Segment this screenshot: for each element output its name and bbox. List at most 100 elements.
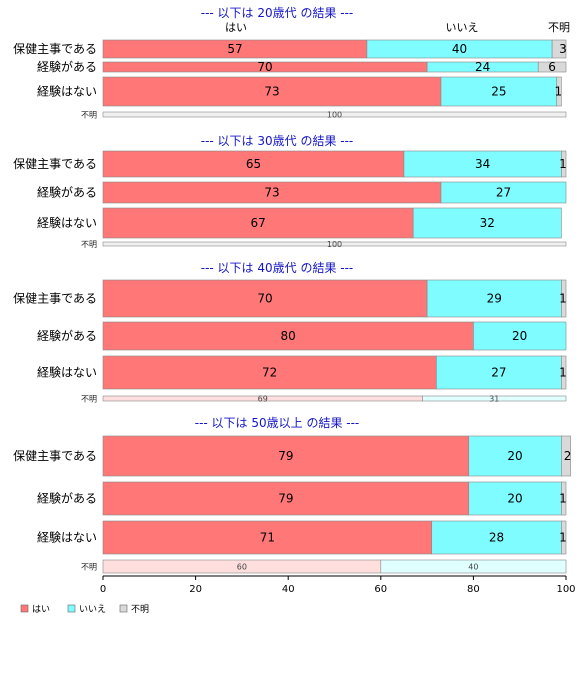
data-label: 1	[559, 157, 567, 171]
bar-segment	[102, 111, 567, 118]
data-label: 1	[555, 85, 563, 99]
data-label: 69	[258, 395, 268, 404]
bar-segment	[102, 481, 470, 516]
row-label: 保健主事である	[13, 42, 97, 56]
data-label: 70	[257, 60, 272, 74]
data-label: 1	[559, 292, 567, 306]
data-label: 40	[452, 42, 467, 56]
data-label: 1	[559, 366, 567, 380]
data-label: 27	[491, 366, 506, 380]
x-tick-label: 80	[467, 584, 480, 595]
bar-segment	[102, 241, 567, 247]
row-label: 経験はない	[37, 365, 97, 380]
bar-segment	[380, 559, 567, 574]
data-label: 6	[548, 60, 556, 74]
top-series-label: いいえ	[446, 21, 479, 34]
panel-title: --- 以下は 20歳代 の結果 ---	[201, 6, 354, 20]
data-label: 79	[278, 449, 293, 463]
bar-segment	[403, 150, 562, 178]
bar-segment	[556, 76, 562, 107]
row-label: 経験がある	[37, 59, 97, 74]
top-series-label: はい	[225, 21, 247, 34]
panel-title: --- 以下は 40歳代 の結果 ---	[201, 261, 354, 275]
bar-segment	[422, 395, 567, 402]
row-label: 保健主事である	[13, 292, 97, 306]
data-label: 34	[475, 157, 490, 171]
bar-segment	[561, 150, 567, 178]
legend-swatch	[20, 604, 29, 613]
row-label: 不明	[81, 395, 97, 404]
x-tick-label: 40	[282, 584, 295, 595]
data-label: 31	[489, 395, 499, 404]
panel-title: --- 以下は 50歳以上 の結果 ---	[195, 416, 360, 430]
bar-segment	[551, 39, 567, 59]
legend-label: いいえ	[79, 604, 106, 615]
bar-segment	[473, 321, 567, 351]
row-label: 経験がある	[37, 185, 97, 200]
data-label: 20	[507, 449, 522, 463]
legend-swatch	[119, 604, 128, 613]
legend-label: はい	[32, 604, 50, 615]
bar-segment	[468, 435, 562, 477]
bar-segment	[561, 435, 571, 477]
row-label: 不明	[81, 563, 97, 572]
bar-segment	[102, 150, 405, 178]
data-label: 71	[260, 531, 275, 545]
x-tick-label: 20	[189, 584, 202, 595]
data-label: 100	[327, 240, 342, 249]
row-label: 経験はない	[37, 215, 97, 230]
row-label: 経験がある	[37, 328, 97, 343]
data-label: 72	[262, 366, 277, 380]
data-label: 70	[257, 292, 272, 306]
bar-segment	[537, 61, 567, 73]
bar-segment	[426, 279, 562, 318]
row-label: 保健主事である	[13, 449, 97, 463]
bar-segment	[102, 321, 474, 351]
bar-segment	[436, 355, 562, 390]
legend-swatch	[67, 604, 76, 613]
x-tick-label: 0	[100, 584, 106, 595]
data-label: 60	[237, 563, 247, 572]
data-label: 73	[264, 186, 279, 200]
bar-segment	[102, 435, 470, 477]
row-label: 保健主事である	[13, 157, 97, 171]
data-label: 32	[480, 216, 495, 230]
bar-segment	[431, 520, 562, 555]
data-label: 57	[227, 42, 242, 56]
bar-segment	[561, 520, 567, 555]
data-label: 24	[475, 60, 490, 74]
data-label: 79	[278, 492, 293, 506]
bar-segment	[561, 279, 567, 318]
data-label: 27	[496, 186, 511, 200]
data-label: 100	[327, 111, 342, 120]
data-label: 40	[468, 563, 478, 572]
row-label: 不明	[81, 240, 97, 249]
data-label: 29	[487, 292, 502, 306]
row-label: 不明	[81, 111, 97, 120]
data-label: 1	[559, 531, 567, 545]
row-label: 経験がある	[37, 491, 97, 506]
data-label: 3	[559, 42, 567, 56]
bar-segment	[561, 481, 567, 516]
legend-label: 不明	[131, 604, 149, 615]
bar-segment	[102, 355, 437, 390]
data-label: 80	[281, 329, 296, 343]
data-label: 1	[559, 492, 567, 506]
x-tick-label: 60	[374, 584, 387, 595]
data-label: 67	[250, 216, 265, 230]
data-label: 20	[507, 492, 522, 506]
x-tick-label: 100	[556, 584, 575, 595]
bar-segment	[468, 481, 562, 516]
data-label: 25	[491, 85, 506, 99]
bar-segment	[561, 355, 567, 390]
data-label: 73	[264, 85, 279, 99]
bar-segment	[440, 181, 567, 204]
bar-segment	[412, 207, 562, 239]
data-label: 20	[512, 329, 527, 343]
data-label: 2	[564, 449, 572, 463]
bar-segment	[102, 207, 414, 239]
top-series-label: 不明	[548, 21, 570, 34]
row-label: 経験はない	[37, 84, 97, 99]
data-label: 28	[489, 531, 504, 545]
